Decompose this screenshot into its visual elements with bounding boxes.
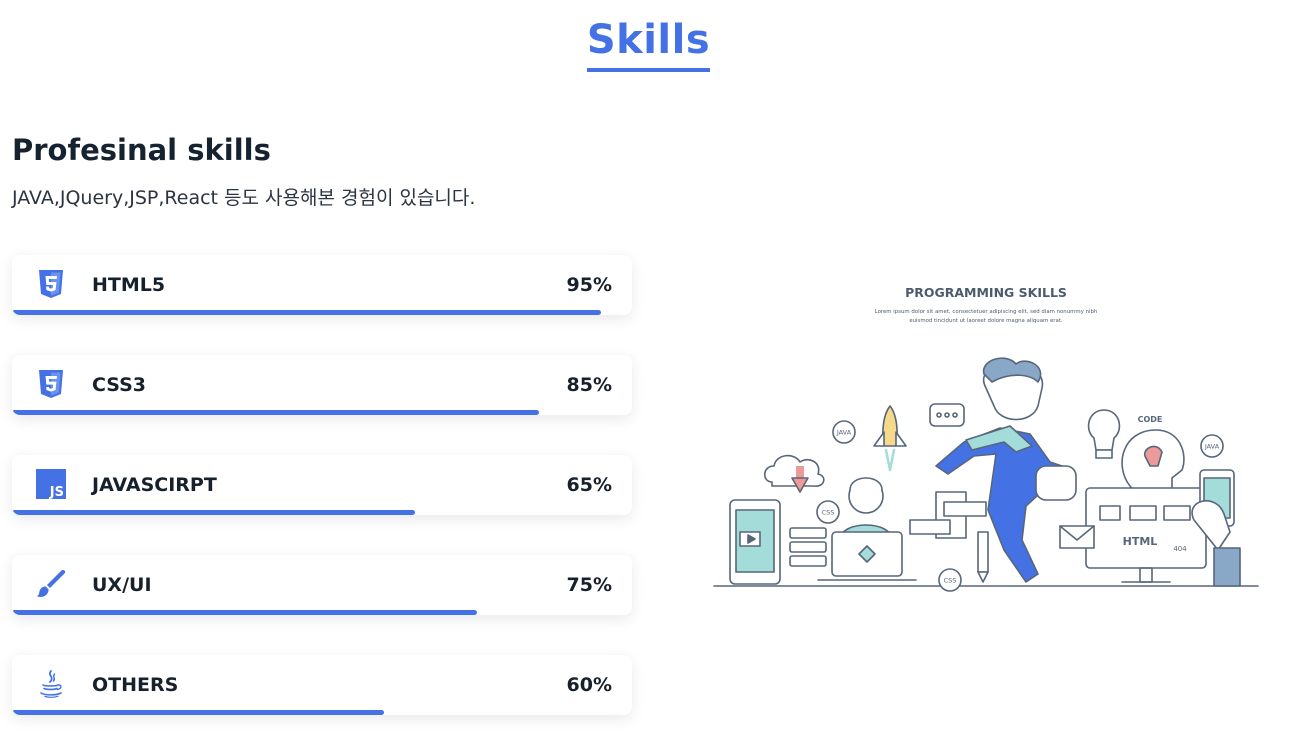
java-icon bbox=[40, 670, 62, 698]
progress-track bbox=[12, 410, 632, 415]
illustration-label-html: HTML bbox=[1123, 535, 1158, 548]
skill-percent: 95% bbox=[566, 274, 612, 296]
illustration-title: PROGRAMMING SKILLS bbox=[905, 285, 1067, 300]
skill-name: JAVASCIRPT bbox=[92, 474, 217, 496]
progress-bar bbox=[12, 310, 601, 315]
skill-name: CSS3 bbox=[92, 374, 147, 396]
svg-text:JS: JS bbox=[49, 485, 64, 499]
skill-percent: 60% bbox=[566, 674, 612, 696]
section-header: Skills bbox=[0, 18, 1297, 72]
skill-card-others: OTHERS 60% bbox=[12, 655, 632, 715]
skill-card-javascript: JS JAVASCIRPT 65% bbox=[12, 455, 632, 515]
professional-skills-intro: Profesinal skills JAVA,JQuery,JSP,React … bbox=[12, 130, 637, 212]
illustration-label-css: CSS bbox=[944, 577, 957, 585]
progress-track bbox=[12, 510, 632, 515]
illustration-label-css: CSS bbox=[822, 509, 835, 517]
skills-list: HTML5 95% CSS3 85% JS JAVASCIRPT 65% UX/… bbox=[12, 255, 632, 715]
progress-bar bbox=[12, 610, 477, 615]
skill-percent: 85% bbox=[566, 374, 612, 396]
professional-heading: Profesinal skills bbox=[12, 133, 271, 167]
paintbrush-icon bbox=[37, 570, 66, 597]
skill-card-uxui: UX/UI 75% bbox=[12, 555, 632, 615]
skill-name: OTHERS bbox=[92, 674, 179, 696]
skill-percent: 65% bbox=[566, 474, 612, 496]
progress-bar bbox=[12, 410, 539, 415]
progress-bar bbox=[12, 510, 415, 515]
section-title: Skills bbox=[586, 18, 711, 72]
illustration-label-404: 404 bbox=[1173, 545, 1187, 553]
skill-card-css3: CSS3 85% bbox=[12, 355, 632, 415]
illustration-label-code: CODE bbox=[1138, 415, 1163, 424]
progress-track bbox=[12, 710, 632, 715]
css3-icon bbox=[39, 370, 63, 398]
skill-card-html5: HTML5 95% bbox=[12, 255, 632, 315]
progress-track bbox=[12, 610, 632, 615]
illustration-caption-2: euismod tincidunt ut laoreet dolore magn… bbox=[909, 318, 1063, 324]
illustration-label-java: JAVA bbox=[836, 429, 852, 437]
skill-name: HTML5 bbox=[92, 274, 166, 296]
illustration-label-java: JAVA bbox=[1204, 443, 1220, 451]
progress-track bbox=[12, 310, 632, 315]
javascript-icon: JS bbox=[36, 469, 66, 499]
illustration-caption-1: Lorem ipsum dolor sit amet, consectetuer… bbox=[875, 309, 1098, 315]
skill-name: UX/UI bbox=[92, 574, 152, 596]
programming-skills-illustration: PROGRAMMING SKILLS Lorem ipsum dolor sit… bbox=[713, 285, 1259, 592]
professional-description: JAVA,JQuery,JSP,React 등도 사용해본 경험이 있습니다. bbox=[12, 187, 476, 209]
skill-percent: 75% bbox=[566, 574, 612, 596]
progress-bar bbox=[12, 710, 384, 715]
html5-icon bbox=[39, 270, 63, 298]
